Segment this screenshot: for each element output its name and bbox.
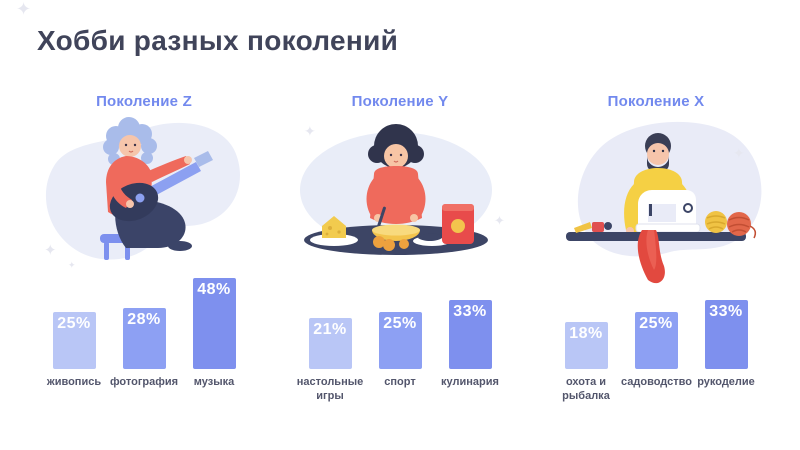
category-label: спорт xyxy=(384,376,416,388)
category-labels: настольные игры спорт кулинария xyxy=(295,375,505,404)
bar-chart: 18% 25% 33% xyxy=(551,270,761,369)
generation-column: Поколение X 18% 25% 33% охота и рыбалка сад… xyxy=(540,94,772,404)
bar: 33% xyxy=(448,300,492,369)
generation-columns: Поколение Z 25% 28% 48% живопись фотография… xyxy=(0,94,800,404)
bar-slot: 28% xyxy=(109,308,179,369)
girl-playing-guitar-drawing xyxy=(45,117,241,260)
generation-column: Поколение Z 25% 28% 48% живопись фотография… xyxy=(28,94,260,404)
category-labels: живопись фотография музыка xyxy=(39,375,249,389)
sparkle-icon: ✦ xyxy=(733,145,745,161)
bar-slot: 25% xyxy=(39,312,109,369)
man-sewing-drawing xyxy=(566,121,762,284)
generation-title: Поколение Y xyxy=(351,93,449,110)
bar: 48% xyxy=(192,278,236,369)
person-cooking-drawing xyxy=(300,124,492,255)
category-label: фотография xyxy=(109,376,179,388)
bar-value-label: 33% xyxy=(453,303,487,320)
category-labels: охота и рыбалка садоводство рукоделие xyxy=(551,375,761,404)
bar-slot: 48% xyxy=(179,278,249,369)
bar-chart: 21% 25% 33% xyxy=(295,270,505,369)
category-label: охота и рыбалка xyxy=(562,376,610,403)
bar-slot: 33% xyxy=(691,300,761,369)
bar-value-label: 21% xyxy=(313,321,347,338)
bar-slot: 25% xyxy=(365,312,435,369)
category-label: настольные игры xyxy=(296,376,364,403)
category-label: кулинария xyxy=(441,376,499,388)
bar-value-label: 33% xyxy=(709,303,743,320)
illustration-person-cooking xyxy=(284,118,516,270)
bar-slot: 25% xyxy=(621,312,691,369)
category-label: живопись xyxy=(46,376,102,388)
bar-value-label: 48% xyxy=(197,281,231,298)
bar: 18% xyxy=(564,322,608,369)
illustration-girl-playing-guitar xyxy=(28,117,260,270)
bar: 25% xyxy=(378,312,422,369)
bar-slot: 33% xyxy=(435,300,505,369)
generation-column: Поколение Y 21% 25% 33% настольн xyxy=(284,94,516,404)
sparkle-icon: ✦ xyxy=(494,213,505,228)
page-title: Хобби разных поколений xyxy=(37,25,399,56)
bar-value-label: 25% xyxy=(57,315,91,332)
bar-value-label: 18% xyxy=(569,325,603,342)
sparkle-icon: ✦ xyxy=(44,242,57,259)
category-label: музыка xyxy=(193,376,235,388)
bar: 21% xyxy=(308,318,352,369)
illustration-man-sewing xyxy=(540,118,772,284)
bar: 28% xyxy=(122,308,166,369)
generation-title: Поколение X xyxy=(607,93,705,110)
bar-value-label: 28% xyxy=(127,311,161,328)
sparkle-icon: ✦ xyxy=(16,0,32,19)
bar: 25% xyxy=(52,312,96,369)
category-label: рукоделие xyxy=(697,376,755,388)
bar: 25% xyxy=(634,312,678,369)
bar-value-label: 25% xyxy=(383,315,417,332)
bar-value-label: 25% xyxy=(639,315,673,332)
bar-slot: 18% xyxy=(551,322,621,369)
bar-slot: 21% xyxy=(295,318,365,369)
generation-title: Поколение Z xyxy=(96,93,192,110)
sparkle-icon: ✦ xyxy=(304,123,316,139)
bar: 33% xyxy=(704,300,748,369)
sparkle-icon: ✦ xyxy=(68,260,76,270)
category-label: садоводство xyxy=(621,376,692,388)
bar-chart: 25% 28% 48% xyxy=(39,270,249,369)
